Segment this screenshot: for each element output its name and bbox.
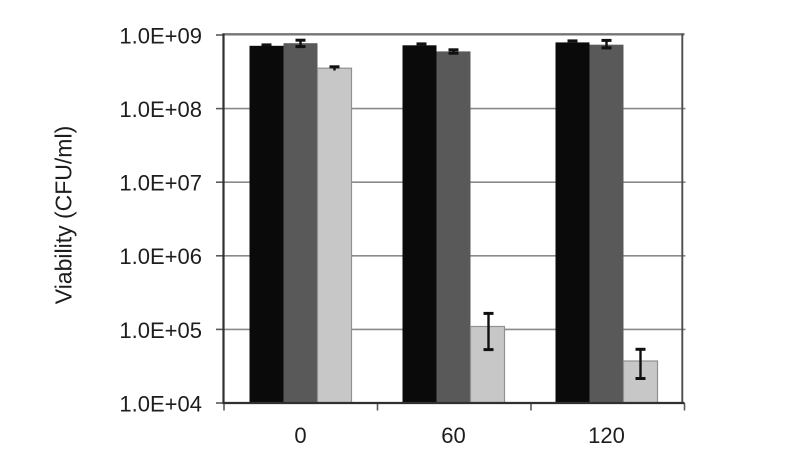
svg-text:1.0E+06: 1.0E+06: [119, 244, 202, 269]
svg-text:0: 0: [294, 423, 306, 448]
svg-text:1.0E+04: 1.0E+04: [119, 391, 202, 416]
svg-text:1.0E+07: 1.0E+07: [119, 171, 202, 196]
svg-text:1.0E+05: 1.0E+05: [119, 318, 202, 343]
svg-text:60: 60: [441, 423, 465, 448]
svg-text:1.0E+08: 1.0E+08: [119, 97, 202, 122]
svg-text:120: 120: [588, 423, 625, 448]
svg-text:1.0E+09: 1.0E+09: [119, 23, 202, 48]
svg-text:Viability (CFU/ml): Viability (CFU/ml): [51, 126, 77, 304]
